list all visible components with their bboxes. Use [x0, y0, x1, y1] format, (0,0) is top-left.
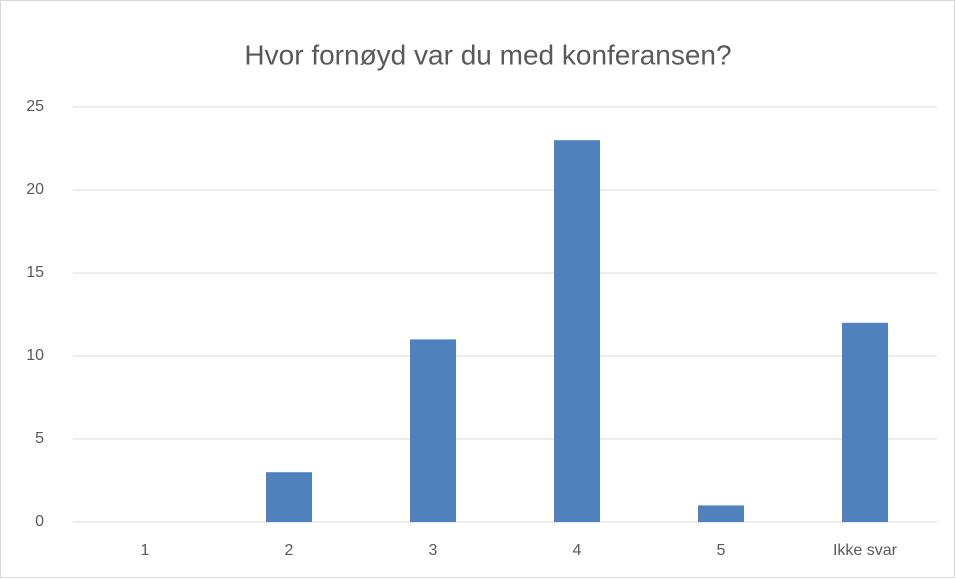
- chart-title: Hvor fornøyd var du med konferansen?: [244, 39, 731, 70]
- x-tick-label: 4: [573, 542, 582, 559]
- bar: [842, 322, 888, 522]
- y-tick-label: 0: [35, 513, 44, 530]
- y-tick-label: 5: [35, 430, 44, 447]
- y-tick-label: 25: [26, 98, 44, 115]
- bar: [410, 339, 456, 522]
- x-tick-label: Ikke svar: [833, 542, 898, 559]
- y-tick-label: 15: [26, 264, 44, 281]
- bar: [698, 505, 744, 522]
- bar: [266, 472, 312, 522]
- y-tick-label: 20: [26, 181, 44, 198]
- x-tick-label: 1: [141, 542, 150, 559]
- x-tick-label: 3: [429, 542, 438, 559]
- x-tick-label: 5: [717, 542, 726, 559]
- y-tick-label: 10: [26, 347, 44, 364]
- x-tick-label: 2: [285, 542, 294, 559]
- bar: [554, 140, 600, 522]
